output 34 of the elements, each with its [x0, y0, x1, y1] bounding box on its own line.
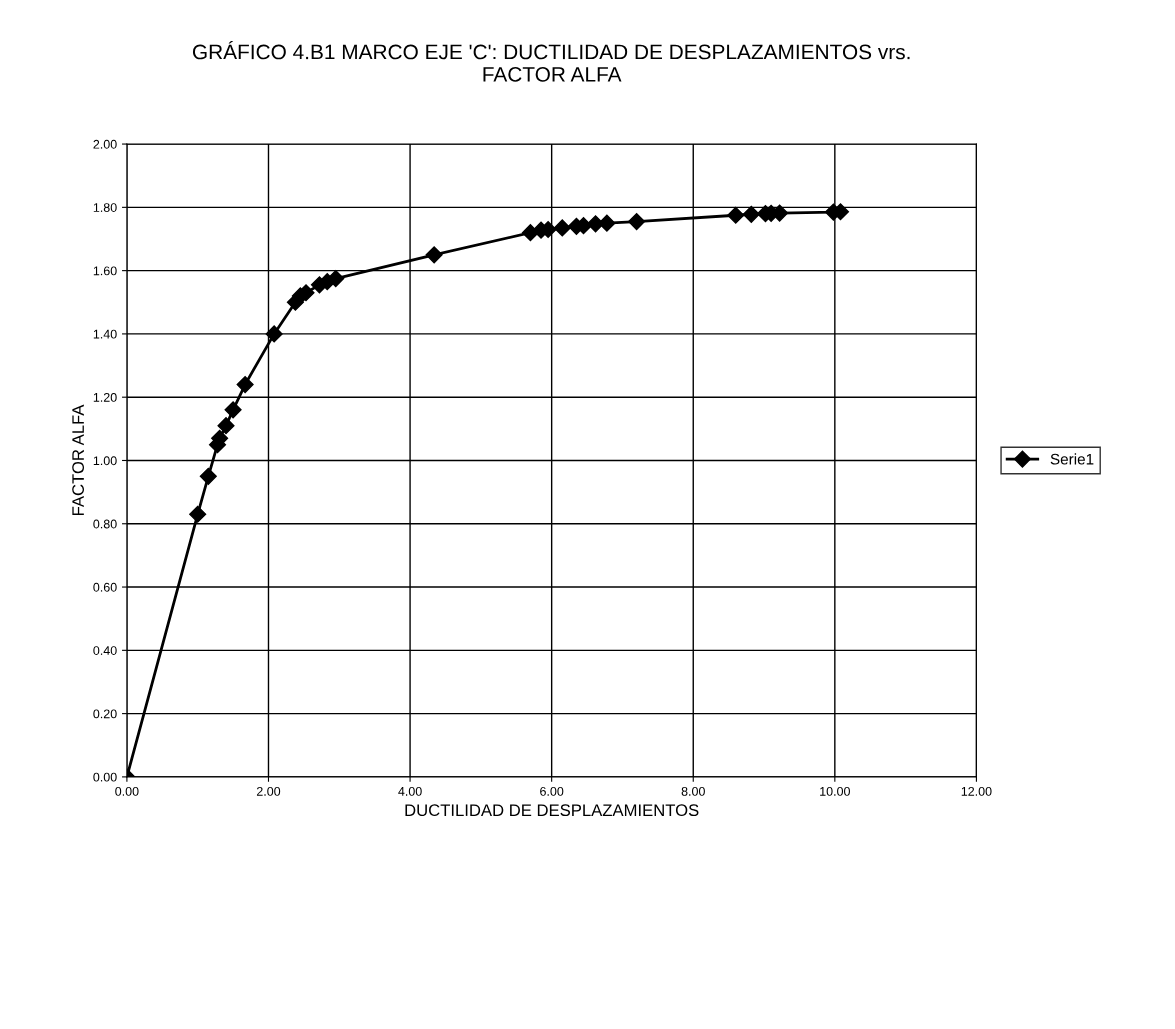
y-tick-label: 1.60	[93, 266, 117, 276]
y-tick-label: 0.40	[93, 646, 117, 655]
y-tick-label: 0.20	[93, 709, 117, 719]
y-tick-label: 0.60	[93, 582, 117, 592]
y-tick-label: 1.40	[93, 329, 117, 339]
x-axis-title: DUCTILIDAD DE DESPLAZAMIENTOS	[405, 804, 699, 817]
point	[553, 219, 571, 237]
y-tick-label: 1.20	[93, 392, 117, 402]
y-tick-label: 1.80	[93, 203, 117, 212]
point	[224, 401, 242, 419]
x-tick-label: 4.00	[398, 786, 422, 796]
point	[327, 269, 345, 288]
legend-label: Serie1	[1050, 453, 1094, 465]
point	[189, 505, 207, 523]
point	[425, 246, 443, 264]
y-tick-label: 0.80	[93, 519, 117, 529]
point	[742, 205, 760, 223]
x-tick-label: 8.00	[681, 786, 705, 796]
y-tick-label: 0.00	[93, 772, 117, 782]
x-tick-label: 6.00	[540, 786, 564, 796]
point	[199, 467, 217, 485]
x-tick-label: 0.00	[115, 786, 139, 796]
x-tick-label: 12.00	[961, 786, 992, 796]
point	[628, 213, 646, 231]
chart-title: GRÁFICO 4.B1 MARCO EJE 'C': DUCTILIDAD DE DESPLAZAMIENTOS vrs. FACTOR ALFA	[192, 41, 910, 82]
point	[727, 206, 745, 224]
y-tick-label: 2.00	[93, 139, 117, 149]
y-axis-title: FACTOR ALFA	[72, 404, 84, 515]
x-tick-label: 2.00	[256, 786, 281, 796]
y-tick-label: 1.00	[93, 456, 117, 466]
point	[217, 417, 235, 435]
x-tick-label: 10.00	[820, 786, 850, 796]
point	[265, 325, 283, 343]
point	[236, 375, 254, 394]
